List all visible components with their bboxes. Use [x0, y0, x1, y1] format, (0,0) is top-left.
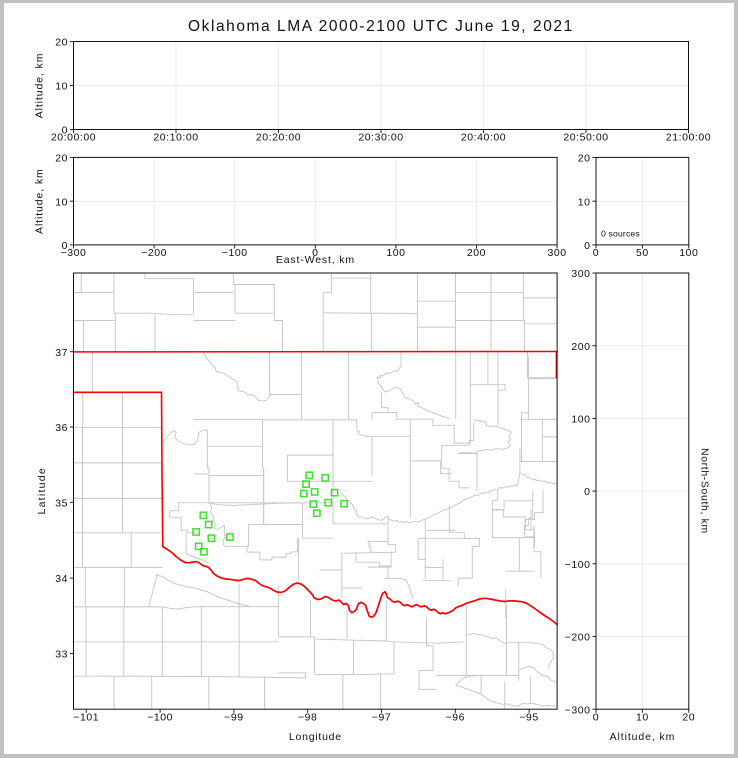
svg-text:10: 10 — [636, 711, 649, 723]
svg-text:0: 0 — [584, 486, 590, 498]
svg-text:300: 300 — [548, 247, 567, 259]
svg-text:−200: −200 — [141, 247, 167, 259]
svg-text:East-West, km: East-West, km — [276, 254, 355, 266]
svg-text:−100: −100 — [147, 711, 173, 723]
svg-text:35: 35 — [55, 497, 68, 509]
svg-text:0 sources: 0 sources — [601, 228, 640, 238]
svg-text:20:00:00: 20:00:00 — [51, 131, 96, 143]
svg-text:20: 20 — [578, 153, 591, 165]
svg-text:−300: −300 — [565, 704, 591, 716]
svg-text:34: 34 — [55, 573, 68, 585]
svg-text:−98: −98 — [298, 711, 317, 723]
svg-text:Altitude, km: Altitude, km — [34, 168, 46, 234]
svg-text:Latitude: Latitude — [36, 468, 48, 515]
svg-text:20: 20 — [682, 711, 695, 723]
svg-text:20:50:00: 20:50:00 — [563, 131, 608, 143]
svg-text:50: 50 — [636, 247, 649, 259]
svg-text:100: 100 — [571, 414, 590, 426]
svg-text:−100: −100 — [222, 247, 248, 259]
svg-text:North-South, km: North-South, km — [699, 448, 711, 534]
svg-text:−96: −96 — [446, 711, 465, 723]
svg-text:−100: −100 — [565, 559, 591, 571]
svg-text:10: 10 — [55, 81, 68, 93]
svg-text:100: 100 — [386, 247, 405, 259]
svg-text:0: 0 — [312, 247, 318, 259]
svg-text:20: 20 — [55, 37, 68, 49]
svg-text:0: 0 — [593, 247, 599, 259]
svg-text:0: 0 — [593, 711, 599, 723]
svg-text:Oklahoma LMA 2000-2100 UTC Jun: Oklahoma LMA 2000-2100 UTC June 19, 2021 — [188, 18, 573, 35]
svg-text:20:40:00: 20:40:00 — [461, 131, 506, 143]
svg-text:100: 100 — [679, 247, 698, 259]
svg-text:−300: −300 — [61, 247, 87, 259]
svg-text:Longitude: Longitude — [289, 731, 342, 743]
svg-text:200: 200 — [467, 247, 486, 259]
svg-text:0: 0 — [62, 125, 68, 137]
svg-text:−97: −97 — [372, 711, 391, 723]
svg-text:−200: −200 — [565, 632, 591, 644]
svg-text:300: 300 — [571, 268, 590, 280]
svg-text:33: 33 — [55, 649, 68, 661]
svg-text:10: 10 — [55, 196, 68, 208]
svg-text:37: 37 — [55, 347, 68, 359]
svg-text:0: 0 — [62, 240, 68, 252]
svg-text:20:10:00: 20:10:00 — [153, 131, 198, 143]
svg-text:36: 36 — [55, 422, 68, 434]
svg-text:−99: −99 — [224, 711, 243, 723]
svg-text:21:00:00: 21:00:00 — [666, 131, 711, 143]
svg-text:−101: −101 — [73, 711, 99, 723]
svg-text:−95: −95 — [519, 711, 538, 723]
svg-text:0: 0 — [584, 240, 590, 252]
svg-text:20: 20 — [55, 153, 68, 165]
svg-text:10: 10 — [578, 196, 591, 208]
svg-text:20:20:00: 20:20:00 — [256, 131, 301, 143]
svg-text:Altitude, km: Altitude, km — [610, 731, 676, 743]
svg-text:200: 200 — [571, 341, 590, 353]
svg-text:20:30:00: 20:30:00 — [358, 131, 403, 143]
svg-text:Altitude, km: Altitude, km — [34, 53, 46, 119]
